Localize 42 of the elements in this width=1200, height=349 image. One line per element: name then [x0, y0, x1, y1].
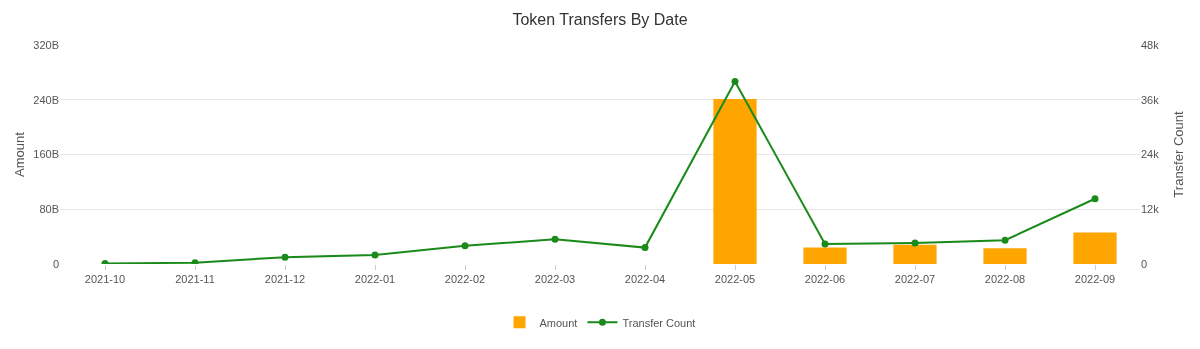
- x-tick-label: 2022-06: [804, 273, 846, 286]
- x-tick-label: 2022-07: [894, 273, 936, 286]
- legend-label: Amount: [539, 316, 578, 329]
- y-tick-label: 160B: [33, 148, 59, 161]
- legend-label: Transfer Count: [622, 316, 696, 329]
- x-tick-label: 2021-10: [84, 273, 126, 286]
- point: [281, 253, 289, 261]
- bar: [1073, 232, 1117, 264]
- chart-title: Token Transfers By Date: [512, 11, 688, 29]
- x-tick-label: 2022-05: [714, 273, 756, 286]
- x-tick-label: 2022-02: [444, 273, 486, 286]
- y-tick-label: 320B: [33, 38, 59, 51]
- y-tick-label: 80B: [39, 203, 59, 216]
- point: [1091, 195, 1099, 203]
- y2-tick-label: 36k: [1141, 93, 1160, 106]
- point: [371, 251, 379, 259]
- y2-tick-label: 24k: [1141, 148, 1160, 161]
- y2-axis-title: Transfer Count: [1170, 111, 1186, 198]
- x-tick-label: 2022-03: [534, 273, 576, 286]
- bar: [803, 247, 847, 264]
- y2-tick-label: 48k: [1141, 38, 1160, 51]
- bar: [893, 244, 937, 264]
- point: [731, 78, 739, 85]
- point: [461, 242, 469, 250]
- y-axis-title: Amount: [12, 131, 27, 177]
- point: [911, 239, 919, 247]
- bar: [983, 248, 1027, 264]
- y-tick-label: 0: [52, 257, 59, 270]
- x-tick-label: 2021-12: [264, 273, 306, 286]
- point: [641, 244, 649, 252]
- y2-tick-label: 12k: [1141, 203, 1160, 216]
- point: [551, 235, 559, 243]
- x-tick-label: 2022-08: [984, 273, 1026, 286]
- bar: [713, 99, 757, 264]
- x-tick-label: 2021-11: [175, 273, 215, 286]
- x-tick-label: 2022-01: [354, 273, 396, 286]
- y-tick-label: 240B: [33, 93, 59, 106]
- point: [1001, 236, 1009, 244]
- x-tick-label: 2022-09: [1074, 273, 1116, 286]
- x-tick-label: 2022-04: [624, 273, 666, 286]
- y2-tick-label: 0: [1141, 257, 1148, 270]
- point: [821, 240, 829, 248]
